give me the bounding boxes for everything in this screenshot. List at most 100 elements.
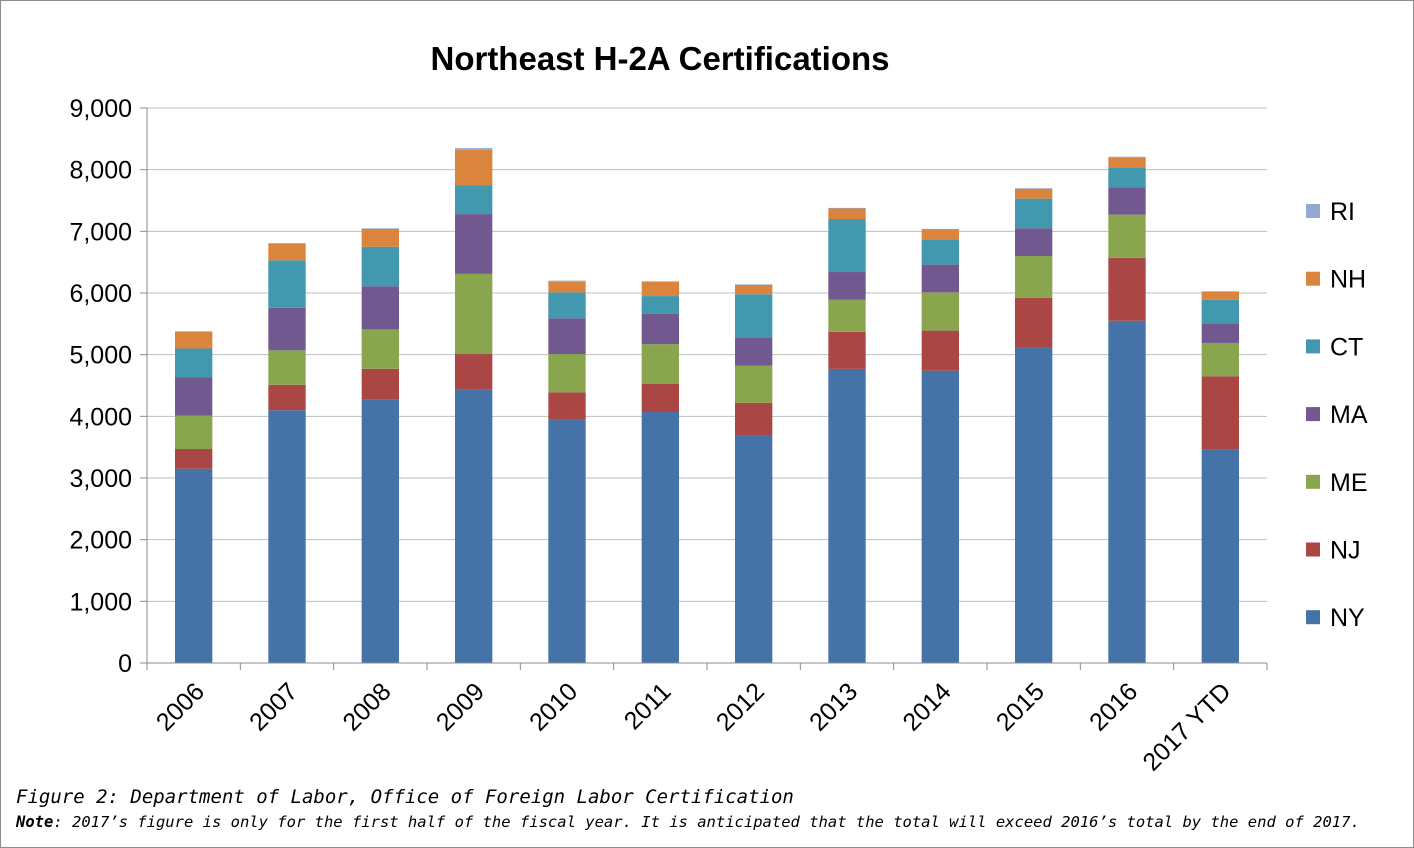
bar-segment-ri bbox=[828, 207, 866, 209]
bar-segment-me bbox=[455, 273, 493, 355]
x-tick-label: 2017 YTD bbox=[1138, 677, 1237, 776]
bar-segment-ri bbox=[455, 148, 493, 150]
bar-segment-ny bbox=[641, 412, 679, 663]
chart-title: Northeast H-2A Certifications bbox=[430, 40, 889, 77]
bar-segment-nj bbox=[268, 384, 306, 411]
y-tick-label: 9,000 bbox=[69, 95, 132, 123]
bar-segment-ma bbox=[1015, 228, 1053, 256]
bar-segment-ny bbox=[828, 368, 866, 663]
bar-segment-nj bbox=[175, 449, 213, 469]
bar-segment-ct bbox=[455, 185, 493, 215]
bar-segment-ma bbox=[828, 272, 866, 300]
x-tick-labels: 2006 2007 2008 2009 2010 2011 2012 2013 2014 2015… bbox=[151, 677, 1237, 776]
legend-swatch-ct bbox=[1306, 339, 1320, 354]
bar-segment-ri bbox=[1201, 291, 1239, 292]
x-tick-label: 2014 bbox=[897, 677, 956, 736]
bar-segment-nj bbox=[1201, 376, 1239, 450]
x-tick-label: 2006 bbox=[151, 677, 210, 736]
bar-segment-nh bbox=[1108, 157, 1146, 168]
bar-segment-me bbox=[641, 344, 679, 384]
legend-label-me: ME bbox=[1330, 469, 1368, 497]
x-tick-label: 2012 bbox=[711, 677, 770, 736]
legend: RI NH CT MA ME NJ NY bbox=[1306, 198, 1368, 632]
bar-segment-ri bbox=[641, 281, 679, 282]
bar-segment-ny bbox=[1201, 449, 1239, 663]
y-tick-label: 1,000 bbox=[69, 588, 132, 616]
figure-note: Note: 2017’s figure is only for the firs… bbox=[16, 813, 1360, 831]
x-tick-label: 2007 bbox=[244, 677, 303, 736]
bar-segment-nj bbox=[455, 354, 493, 390]
bar-segment-ma bbox=[1108, 187, 1146, 215]
bar-segment-ct bbox=[1108, 167, 1146, 188]
bar-segment-me bbox=[1108, 214, 1146, 258]
bar-segment-ri bbox=[1108, 156, 1146, 158]
bar-segment-ct bbox=[735, 294, 773, 339]
bar-segment-nj bbox=[921, 330, 959, 371]
bar-segment-nj bbox=[641, 383, 679, 413]
bar-segment-me bbox=[268, 350, 306, 385]
bar-segment-ny bbox=[361, 399, 399, 663]
bar-segment-nh bbox=[548, 281, 586, 293]
bar-segment-ma bbox=[641, 313, 679, 345]
legend-swatch-nj bbox=[1306, 542, 1320, 557]
bar-segment-ma bbox=[1201, 323, 1239, 343]
bar-segment-me bbox=[735, 365, 773, 403]
bar-segment-ma bbox=[455, 214, 493, 274]
bar-segment-me bbox=[1201, 342, 1239, 377]
bar-segment-ct bbox=[1201, 299, 1239, 324]
y-tick-label: 3,000 bbox=[69, 465, 132, 493]
bars bbox=[175, 148, 1239, 663]
bar-segment-ny bbox=[455, 389, 493, 663]
bar-segment-ny bbox=[1015, 347, 1053, 663]
bar-segment-ct bbox=[828, 219, 866, 273]
note-text: : 2017’s figure is only for the first ha… bbox=[53, 813, 1360, 831]
bar-segment-ri bbox=[548, 280, 586, 282]
x-tick-label: 2015 bbox=[991, 677, 1050, 736]
bar-segment-ri bbox=[1015, 188, 1053, 189]
bar-segment-ny bbox=[1108, 320, 1146, 663]
x-tick-label: 2011 bbox=[619, 677, 677, 735]
y-tick-label: 4,000 bbox=[69, 403, 132, 431]
note-label: Note bbox=[16, 813, 54, 831]
bar-segment-ma bbox=[268, 307, 306, 351]
y-tick-label: 8,000 bbox=[69, 157, 132, 185]
bar-segment-nh bbox=[268, 243, 306, 261]
x-tick-label: 2009 bbox=[431, 677, 490, 736]
bar-segment-nh bbox=[735, 284, 773, 295]
figure-caption: Figure 2: Department of Labor, Office of… bbox=[16, 786, 794, 808]
bar-segment-me bbox=[1015, 256, 1053, 298]
bar-segment-nj bbox=[735, 402, 773, 436]
legend-label-nj: NJ bbox=[1330, 537, 1361, 565]
legend-label-ct: CT bbox=[1330, 333, 1363, 361]
bar-segment-ny bbox=[921, 370, 959, 663]
bar-segment-ct bbox=[641, 296, 679, 314]
bar-segment-me bbox=[921, 292, 959, 331]
gridlines bbox=[147, 107, 1267, 602]
bar-segment-ct bbox=[268, 260, 306, 308]
bar-segment-nh bbox=[455, 149, 493, 186]
x-tick-label: 2008 bbox=[337, 677, 396, 736]
y-tick-labels: 0 1,000 2,000 3,000 4,000 5,000 6,000 7,000 8,00… bbox=[69, 95, 132, 678]
y-tick-label: 5,000 bbox=[69, 342, 132, 370]
legend-swatch-nh bbox=[1306, 271, 1320, 286]
bar-segment-ny bbox=[268, 410, 306, 663]
bar-segment-nh bbox=[1015, 188, 1053, 199]
bar-segment-nh bbox=[828, 208, 866, 219]
y-tick-label: 2,000 bbox=[69, 527, 132, 555]
y-tick-label: 7,000 bbox=[69, 218, 132, 246]
bar-segment-ri bbox=[175, 331, 213, 332]
bar-segment-me bbox=[828, 299, 866, 332]
bar-segment-nj bbox=[1015, 297, 1053, 348]
bar-segment-nh bbox=[361, 228, 399, 247]
bar-segment-ma bbox=[735, 338, 773, 366]
bar-segment-ct bbox=[548, 292, 586, 319]
bar-segment-nh bbox=[1201, 291, 1239, 300]
legend-label-ma: MA bbox=[1330, 401, 1368, 429]
bar-segment-ma bbox=[921, 264, 959, 293]
x-tick-label: 2010 bbox=[524, 677, 583, 736]
bar-segment-ct bbox=[175, 348, 213, 378]
bar-segment-nj bbox=[548, 392, 586, 420]
bar-segment-ri bbox=[921, 228, 959, 230]
